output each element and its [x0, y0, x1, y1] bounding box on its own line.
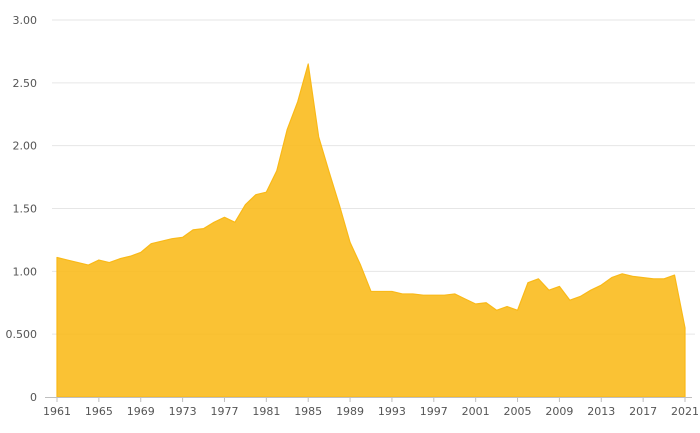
x-tick-label: 1969 [127, 405, 155, 418]
x-tick-label: 1989 [336, 405, 364, 418]
x-axis: 1961 1965 1969 1973 1977 1981 1985 1989 1993 1997… [43, 397, 699, 418]
x-tick-label: 1997 [420, 405, 448, 418]
x-tick-label: 2005 [504, 405, 532, 418]
series-area [56, 63, 686, 398]
y-axis: 0 0.500 1.00 1.50 2.00 2.50 3.00 [6, 14, 38, 404]
x-tick-label: 2021 [671, 405, 699, 418]
y-tick-label: 3.00 [13, 14, 38, 27]
y-tick-label: 2.00 [13, 140, 38, 153]
x-tick-label: 1973 [169, 405, 197, 418]
x-tick-label: 2009 [545, 405, 573, 418]
y-tick-label: 0 [30, 391, 37, 404]
x-tick-label: 2001 [462, 405, 490, 418]
y-tick-label: 1.00 [13, 265, 38, 278]
x-tick-label: 1993 [378, 405, 406, 418]
x-tick-label: 2013 [587, 405, 615, 418]
x-tick-label: 1981 [252, 405, 280, 418]
x-tick-label: 1965 [85, 405, 113, 418]
x-tick-label: 1977 [210, 405, 238, 418]
y-tick-label: 2.50 [13, 77, 38, 90]
plot-area [56, 63, 686, 398]
x-tick-label: 2017 [629, 405, 657, 418]
x-tick-label: 1985 [294, 405, 322, 418]
y-tick-label: 0.500 [6, 328, 38, 341]
x-tick-label: 1961 [43, 405, 71, 418]
y-tick-label: 1.50 [13, 203, 38, 216]
